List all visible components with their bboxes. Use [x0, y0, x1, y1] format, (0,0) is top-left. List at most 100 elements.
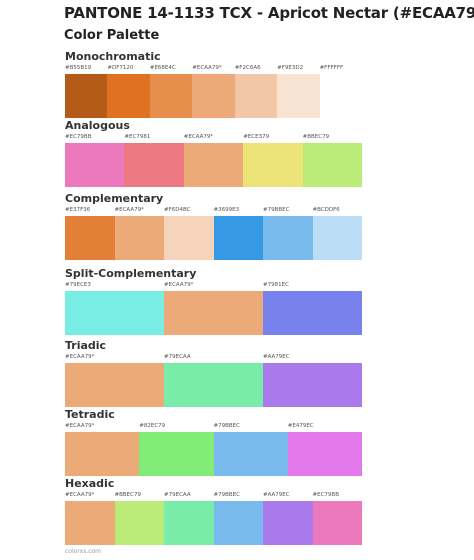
hex-label: #EC7981 — [124, 134, 151, 140]
hex-label-row: #EC79BB #EC7981 #ECAA79* #ECE379 #BBEC79 — [65, 133, 362, 142]
swatch-row — [65, 291, 362, 335]
swatch-row — [65, 74, 362, 118]
color-swatch[interactable] — [312, 216, 362, 260]
hex-label-row: #ECAA79* #BBEC79 #79ECAA #79BBEC #AA79EC #EC7… — [65, 491, 362, 500]
color-swatch[interactable] — [65, 143, 125, 187]
hex-label: #F2C6A6 — [234, 65, 261, 71]
swatch-row — [65, 143, 363, 187]
swatch-row — [65, 432, 362, 476]
color-swatch[interactable] — [319, 74, 362, 118]
color-swatch[interactable] — [277, 74, 320, 118]
color-swatch[interactable] — [65, 363, 164, 407]
hex-label: #F6D4BC — [164, 207, 191, 213]
hex-label: #82EC79 — [139, 423, 166, 429]
hex-label: #F9E3D2 — [277, 65, 304, 71]
section-hexadic: Hexadic #ECAA79* #BBEC79 #79ECAA #79BBEC #AA7… — [65, 477, 362, 545]
color-swatch[interactable] — [192, 74, 235, 118]
color-swatch[interactable] — [149, 74, 193, 118]
hex-label: #EC79BB — [312, 492, 339, 498]
section-analogous: Analogous #EC79BB #EC7981 #ECAA79* #ECE379 #B… — [65, 119, 363, 187]
hex-label: #DF7120 — [107, 65, 134, 71]
color-swatch[interactable] — [287, 432, 362, 476]
color-swatch[interactable] — [164, 291, 263, 335]
hex-label-row: #79ECE3 #ECAA79* #7981EC — [65, 281, 362, 290]
hex-label: #ECAA79* — [65, 354, 95, 360]
section-title: Analogous — [65, 119, 130, 132]
hex-label: #ECE379 — [243, 134, 270, 140]
hex-label: #79ECAA — [164, 492, 191, 498]
color-swatch[interactable] — [65, 291, 164, 335]
color-swatch[interactable] — [263, 501, 313, 545]
section-tetradic: Tetradic #ECAA79* #82EC79 #79BBEC #E479EC — [65, 408, 362, 476]
section-title: Complementary — [65, 192, 164, 205]
section-monochromatic: Monochromatic #B55B19 #DF7120 #E68E4C #ECAA7… — [65, 50, 362, 118]
hex-label: #ECAA79* — [164, 282, 194, 288]
color-swatch[interactable] — [164, 216, 214, 260]
color-swatch[interactable] — [139, 432, 214, 476]
hex-label: #BCDDF6 — [312, 207, 340, 213]
section-title: Tetradic — [65, 408, 115, 421]
section-split-complementary: Split-Complementary #79ECE3 #ECAA79* #7981E… — [65, 267, 362, 335]
hex-label: #AA79EC — [263, 354, 290, 360]
color-swatch[interactable] — [65, 432, 140, 476]
hex-label-row: #ECAA79* #82EC79 #79BBEC #E479EC — [65, 422, 362, 431]
color-swatch[interactable] — [213, 216, 263, 260]
color-swatch[interactable] — [234, 74, 278, 118]
color-swatch[interactable] — [124, 143, 184, 187]
color-swatch[interactable] — [302, 143, 363, 187]
color-swatch[interactable] — [263, 291, 362, 335]
section-title: Monochromatic — [65, 50, 161, 63]
section-triadic: Triadic #ECAA79* #79ECAA #AA79EC — [65, 339, 362, 407]
hex-label: #E68E4C — [149, 65, 176, 71]
footer-text: colorxs.com — [65, 548, 102, 555]
page-title: PANTONE 14-1133 TCX - Apricot Nectar (#E… — [64, 4, 474, 22]
hex-label: #7981EC — [263, 282, 289, 288]
hex-label: #AA79EC — [263, 492, 290, 498]
hex-label: #79BBEC — [213, 492, 240, 498]
hex-label: #EC79BB — [65, 134, 92, 140]
color-swatch[interactable] — [114, 216, 164, 260]
hex-label: #BBEC79 — [302, 134, 330, 140]
hex-label: #79BBEC — [213, 423, 240, 429]
hex-label: #ECAA79* — [114, 207, 144, 213]
swatch-row — [65, 363, 362, 407]
color-swatch[interactable] — [164, 501, 214, 545]
color-swatch[interactable] — [312, 501, 362, 545]
hex-label: #B55B19 — [65, 65, 92, 71]
section-title: Split-Complementary — [65, 267, 197, 280]
hex-label: #79ECE3 — [65, 282, 91, 288]
hex-label: #79ECAA — [164, 354, 191, 360]
color-swatch[interactable] — [114, 501, 164, 545]
section-complementary: Complementary #E37F36 #ECAA79* #F6D4BC #3699… — [65, 192, 362, 260]
swatch-row — [65, 501, 362, 545]
hex-label: #ECAA79* — [183, 134, 214, 140]
section-title: Triadic — [65, 339, 107, 352]
hex-label: #FFFFFF — [319, 65, 344, 71]
section-title: Hexadic — [65, 477, 115, 490]
color-swatch[interactable] — [213, 501, 263, 545]
hex-label: #79BBEC — [263, 207, 290, 213]
color-swatch[interactable] — [243, 143, 303, 187]
color-swatch[interactable] — [65, 501, 115, 545]
hex-label: #ECAA79* — [65, 423, 95, 429]
hex-label: #3699E3 — [213, 207, 240, 213]
hex-label: #ECAA79* — [65, 492, 95, 498]
color-swatch[interactable] — [263, 216, 313, 260]
hex-label: #E479EC — [287, 423, 314, 429]
color-swatch[interactable] — [65, 74, 108, 118]
hex-label: #E37F36 — [65, 207, 91, 213]
color-swatch[interactable] — [183, 143, 244, 187]
page-subtitle: Color Palette — [64, 28, 160, 43]
color-swatch[interactable] — [164, 363, 263, 407]
hex-label-row: #ECAA79* #79ECAA #AA79EC — [65, 353, 362, 362]
hex-label-row: #B55B19 #DF7120 #E68E4C #ECAA79* #F2C6A6 #F9E… — [65, 64, 362, 73]
hex-label: #ECAA79* — [192, 65, 222, 71]
color-swatch[interactable] — [213, 432, 288, 476]
hex-label: #BBEC79 — [114, 492, 141, 498]
color-swatch[interactable] — [263, 363, 362, 407]
swatch-row — [65, 216, 362, 260]
color-swatch[interactable] — [65, 216, 115, 260]
page-header: PANTONE 14-1133 TCX - Apricot Nectar (#E… — [64, 4, 474, 43]
hex-label-row: #E37F36 #ECAA79* #F6D4BC #3699E3 #79BBEC #BCD… — [65, 206, 362, 215]
color-swatch[interactable] — [107, 74, 150, 118]
